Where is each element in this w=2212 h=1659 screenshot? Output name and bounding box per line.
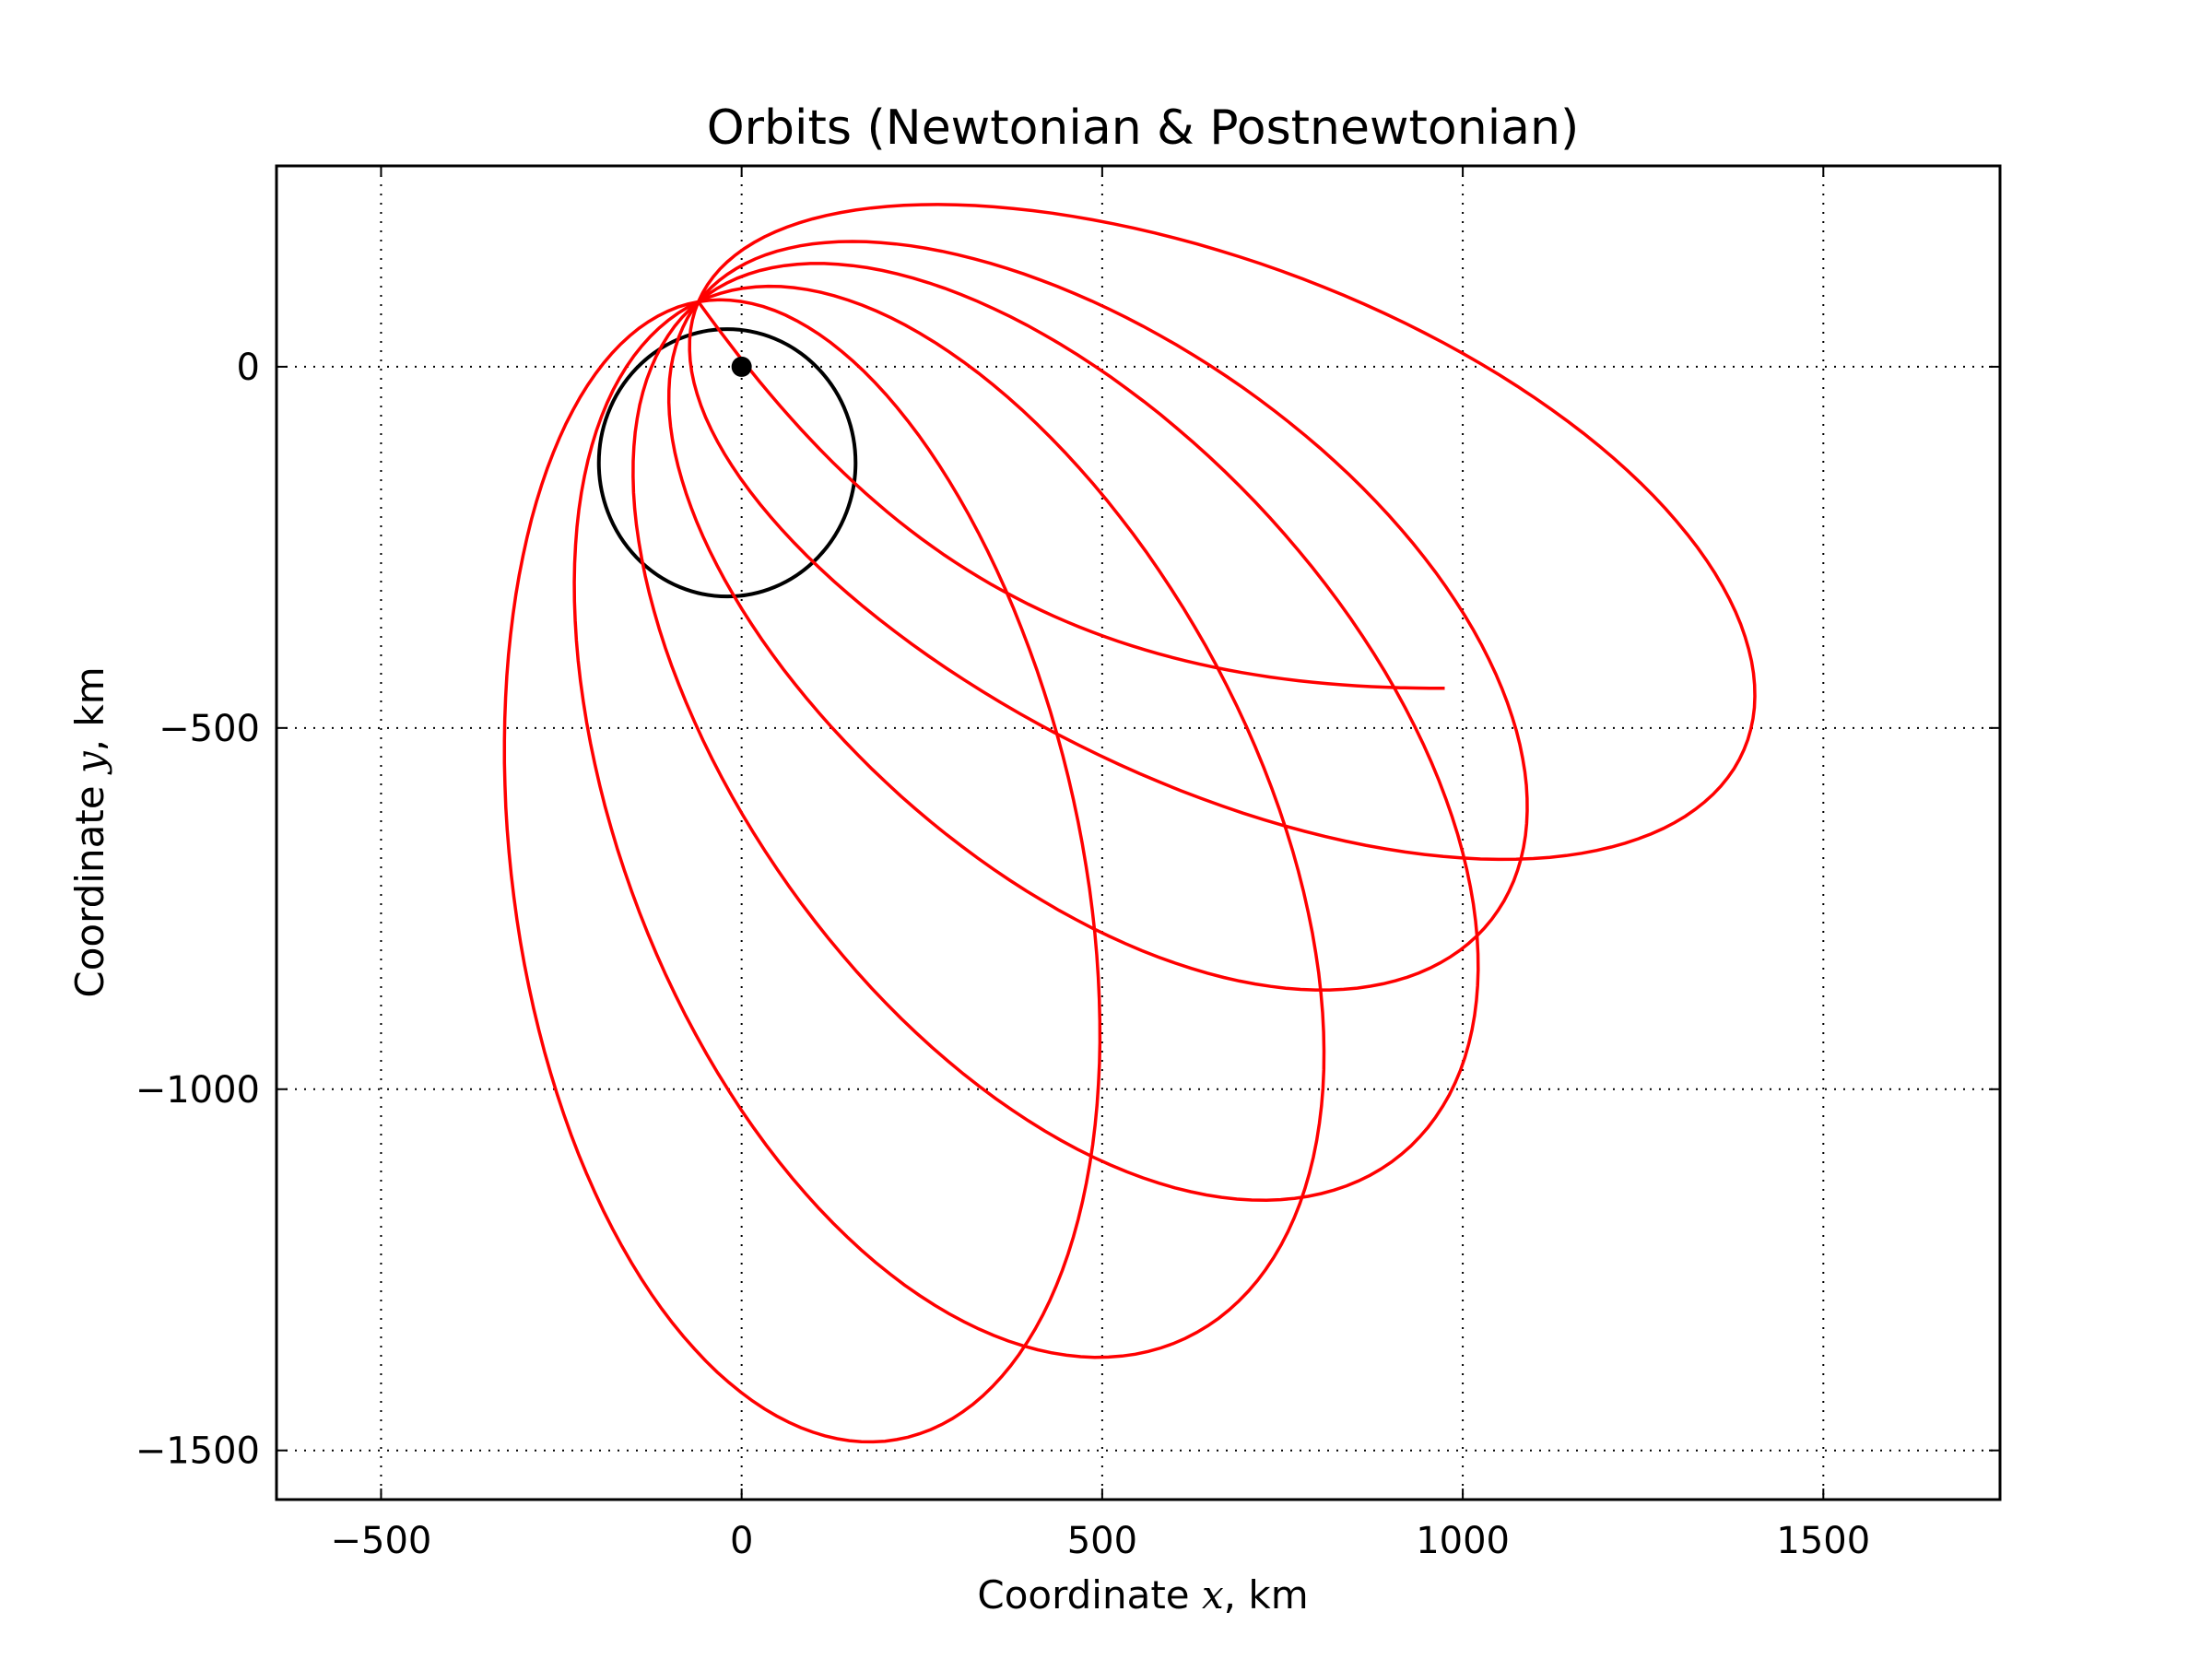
postnewtonian-orbit-loop <box>572 284 1326 1359</box>
plot-frame <box>275 164 2002 1501</box>
x-tick-label: 1000 <box>1416 1520 1510 1562</box>
newtonian-orbit <box>596 327 858 599</box>
chart-title: Orbits (Newtonian & Postnewtonian) <box>707 100 1580 156</box>
y-tick-label: −1500 <box>135 1430 260 1473</box>
grid-lines <box>276 166 2000 1500</box>
x-tick-label: 1500 <box>1776 1520 1870 1562</box>
postnewtonian-orbit-loop <box>688 203 1757 862</box>
postnewtonian-orbit-tail <box>697 300 1445 690</box>
postnewtonian-orbit-loop <box>666 240 1529 992</box>
postnewtonian-orbit-loop <box>631 262 1480 1202</box>
x-tick-label: 0 <box>730 1520 753 1562</box>
y-axis-label: Coordinate y, km <box>67 666 112 997</box>
x-axis-label: Coordinate x, km <box>977 1572 1308 1618</box>
y-tick-label: −500 <box>159 708 260 750</box>
x-tick-label: −500 <box>331 1520 432 1562</box>
x-tick-label: 500 <box>1067 1520 1137 1562</box>
postnewtonian-orbit-loop <box>502 298 1102 1444</box>
y-tick-label: −1000 <box>135 1069 260 1112</box>
central-body-marker <box>731 356 752 377</box>
y-tick-label: 0 <box>237 347 260 389</box>
plot-area <box>502 203 1757 1444</box>
axis-ticks: −500 0 500 1000 1500 0 −500 −1000 −1500 <box>135 166 2000 1562</box>
